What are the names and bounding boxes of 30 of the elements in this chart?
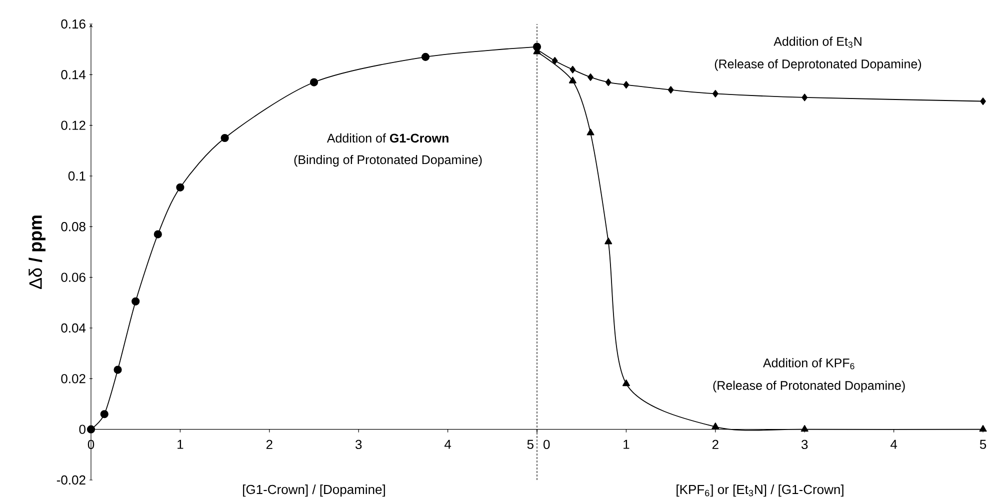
x-tick-label: 4 (890, 440, 898, 449)
annotation: Addition of Et$_{3}$N (774, 36, 862, 48)
y-tick-label: 0 (79, 424, 86, 434)
y-tick-label: 0.02 (61, 374, 86, 384)
annotation: Addition of G1-Crown (326, 133, 448, 143)
x-tick-label: 3 (801, 440, 808, 450)
y-tick-label: 0.14 (61, 70, 86, 80)
y-axis-title: Δδ / ppm (28, 216, 46, 289)
y-tick-label: -0.02 (56, 475, 86, 485)
x-axis-title: [G1-Crown] / [Dopamine] (243, 484, 385, 497)
y-tick-label: 0.08 (61, 222, 86, 232)
y-tick-label: 0.16 (61, 19, 86, 29)
annotation: (Binding of Protonated Dopamine) (294, 154, 482, 167)
x-tick-label: 5 (527, 440, 534, 449)
x-tick-label: 2 (266, 440, 272, 449)
annotation: Addition of KPF$_{6}$ (762, 358, 854, 370)
x-tick-label: 1 (624, 440, 630, 449)
annotation: (Release of Protonated Dopamine) (713, 380, 905, 392)
y-tick-label: 0.1 (68, 171, 86, 181)
x-tick-label: 1 (178, 440, 184, 449)
x-tick-label: 0 (544, 440, 550, 450)
y-tick-label: 0.06 (61, 272, 86, 282)
x-tick-label: 5 (980, 440, 986, 449)
y-tick-label: 0.12 (61, 120, 86, 130)
annotation: (Release of Deprotonated Dopamine) (714, 59, 922, 71)
x-axis-title: [KPF$_{6}$] or [Et$_{3}$N] / [G1-Crown] (676, 484, 844, 497)
x-tick-label: 4 (444, 440, 452, 449)
x-tick-label: 3 (355, 440, 362, 450)
x-tick-label: 2 (712, 440, 718, 449)
y-tick-label: 0.04 (61, 323, 86, 333)
